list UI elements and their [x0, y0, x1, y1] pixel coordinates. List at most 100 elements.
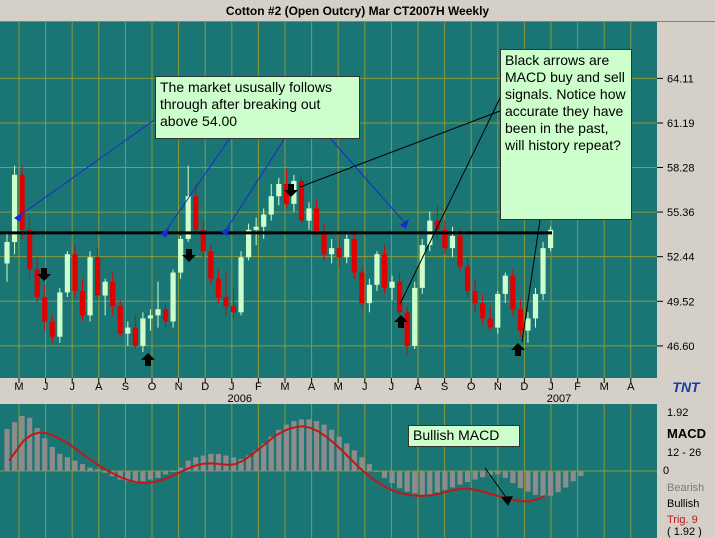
macd-callout-arrowhead: [501, 496, 513, 506]
blue-arrow: [221, 226, 230, 236]
macd-zero-label: 0: [663, 465, 670, 477]
candle-body: [140, 318, 146, 346]
macd-hist-bar: [321, 424, 327, 471]
macd-hist-bar: [27, 417, 33, 471]
note-bullish-macd: Bullish MACD: [408, 425, 520, 447]
note-black-arrows: Black arrows are MACD buy and sell signa…: [500, 49, 632, 220]
y-tick-label: 58.28: [667, 162, 695, 174]
candle-body: [374, 254, 380, 285]
candle-body: [449, 235, 456, 249]
macd-bottom-value: ( 1.92 ): [667, 526, 702, 538]
candle-body: [27, 229, 33, 270]
macd-hist-bar: [427, 471, 433, 495]
x-tick-label: J: [362, 381, 368, 393]
candle-body: [283, 183, 289, 204]
macd-hist-bar: [434, 471, 440, 493]
candle-body: [95, 257, 101, 296]
candle-body: [261, 214, 267, 227]
candle-body: [223, 297, 229, 307]
macd-hist-bar: [238, 458, 244, 471]
candle-body: [472, 290, 478, 304]
candle-body: [238, 257, 244, 313]
macd-hist-bar: [313, 421, 320, 471]
x-tick-label: A: [308, 381, 316, 393]
macd-hist-bar: [442, 471, 448, 490]
blue-callout-line: [329, 137, 406, 224]
macd-hist-bar: [11, 422, 18, 471]
candle-body: [72, 254, 78, 291]
macd-hist-bar: [510, 471, 516, 484]
macd-hist-bar: [298, 419, 305, 471]
candle-body: [381, 254, 388, 288]
macd-hist-bar: [283, 424, 289, 471]
candle-body: [110, 281, 116, 307]
candle-body: [359, 272, 365, 304]
candle-body: [464, 266, 471, 291]
candle-body: [517, 309, 523, 331]
candle-body: [185, 196, 191, 239]
candle-body: [162, 309, 169, 322]
x-tick-label: N: [494, 381, 502, 393]
x-tick-label: O: [148, 381, 157, 393]
macd-hist-bar: [563, 471, 569, 488]
candle-body: [321, 232, 327, 255]
macd-hist-bar: [34, 428, 40, 471]
macd-hist-bar: [64, 457, 70, 471]
macd-hist-bar: [170, 471, 176, 472]
candle-body: [155, 309, 161, 316]
candle-body: [57, 292, 63, 337]
window-title: Cotton #2 (Open Outcry) Mar CT2007H Week…: [0, 0, 715, 22]
x-axis-panel: [0, 378, 715, 404]
macd-hist-bar: [57, 453, 63, 471]
macd-hist-bar: [178, 467, 184, 471]
y-tick-label: 49.52: [667, 296, 695, 308]
candle-body: [125, 327, 131, 334]
macd-hist-bar: [155, 471, 161, 478]
macd-hist-bar: [502, 471, 508, 478]
macd-hist-bar: [329, 429, 335, 471]
black-callout-line: [399, 93, 503, 305]
macd-hist-bar: [95, 469, 101, 471]
macd-hist-bar: [480, 471, 486, 478]
candle-body: [19, 174, 25, 230]
macd-hist-bar: [147, 471, 154, 480]
macd-hist-bar: [72, 460, 78, 471]
macd-hist-bar: [276, 429, 282, 471]
candle-body: [193, 196, 199, 230]
candle-body: [329, 248, 335, 255]
x-year-label: 2007: [547, 393, 571, 405]
candle-body: [102, 281, 108, 296]
x-tick-label: M: [14, 381, 23, 393]
macd-hist-bar: [570, 471, 576, 482]
x-year-label: 2006: [228, 393, 252, 405]
macd-hist-bar: [125, 471, 131, 482]
buy-signal-arrow: [394, 315, 408, 328]
y-tick-label: 64.11: [667, 73, 694, 85]
x-tick-label: S: [122, 381, 129, 393]
candle-body: [525, 318, 531, 331]
candle-body: [208, 251, 214, 279]
candle-body: [344, 238, 350, 258]
x-tick-label: M: [334, 381, 343, 393]
x-tick-label: M: [600, 381, 609, 393]
macd-hist-bar: [419, 471, 425, 496]
macd-title: MACD: [667, 426, 706, 441]
macd-hist-bar: [412, 471, 418, 494]
x-tick-label: J: [548, 381, 554, 393]
macd-hist-bar: [162, 471, 169, 475]
x-tick-label: A: [95, 381, 103, 393]
macd-hist-bar: [532, 471, 539, 496]
x-tick-label: D: [520, 381, 528, 393]
macd-hist-bar: [548, 471, 554, 496]
macd-hist-bar: [472, 471, 478, 480]
macd-hist-bar: [487, 471, 493, 476]
macd-hist-bar: [351, 450, 357, 471]
bullish-label: Bullish: [667, 498, 700, 510]
buy-signal-arrow: [141, 353, 155, 366]
candle-body: [215, 278, 221, 298]
macd-hist-bar: [4, 429, 10, 471]
candle-body: [419, 245, 425, 288]
blue-arrow: [160, 228, 169, 238]
macd-side-panel: 1.92 MACD 12 - 26 0 Bearish Bullish Trig…: [657, 404, 715, 538]
macd-hist-bar: [140, 471, 146, 482]
